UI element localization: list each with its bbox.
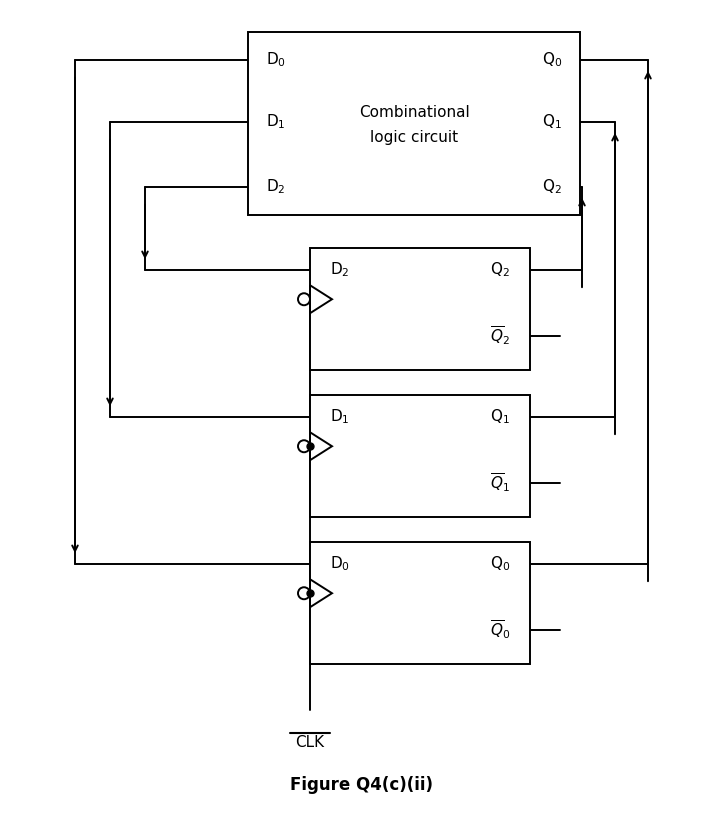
Text: Q$_1$: Q$_1$: [542, 113, 562, 132]
Text: Q$_1$: Q$_1$: [490, 408, 510, 426]
Text: $\overline{Q}_2$: $\overline{Q}_2$: [490, 324, 510, 347]
Text: CLK: CLK: [295, 735, 325, 750]
Text: D$_0$: D$_0$: [330, 555, 350, 574]
Text: Combinational: Combinational: [359, 105, 469, 119]
Text: D$_2$: D$_2$: [266, 177, 286, 196]
Text: Q$_0$: Q$_0$: [542, 51, 562, 69]
Text: Q$_2$: Q$_2$: [490, 261, 510, 279]
Text: Q$_0$: Q$_0$: [490, 555, 510, 574]
Text: D$_1$: D$_1$: [266, 113, 286, 132]
Bar: [248, 32, 580, 215]
Text: D$_1$: D$_1$: [330, 408, 349, 426]
Text: Figure Q4(c)(ii): Figure Q4(c)(ii): [290, 776, 432, 794]
Text: $\overline{Q}_0$: $\overline{Q}_0$: [490, 618, 510, 641]
Bar: [310, 395, 530, 517]
Text: Q$_2$: Q$_2$: [542, 177, 562, 196]
Text: $\overline{Q}_1$: $\overline{Q}_1$: [490, 471, 510, 494]
Bar: [310, 248, 530, 370]
Text: logic circuit: logic circuit: [370, 130, 458, 145]
Text: D$_2$: D$_2$: [330, 261, 349, 279]
Text: D$_0$: D$_0$: [266, 51, 286, 69]
Bar: [310, 542, 530, 664]
